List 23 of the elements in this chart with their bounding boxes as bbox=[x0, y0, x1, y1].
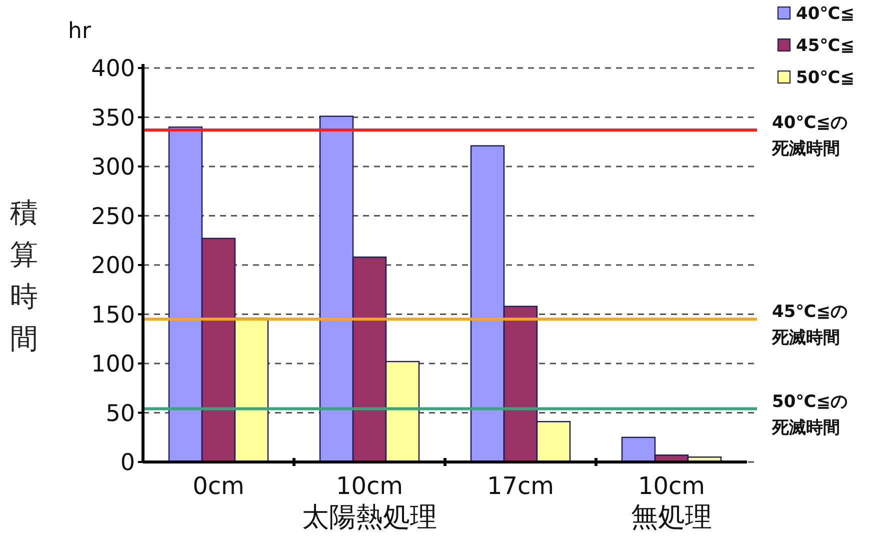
legend-label: 45℃≦ bbox=[796, 36, 854, 56]
y-axis-title: 積算時間 bbox=[10, 196, 38, 355]
legend-label: 50℃≦ bbox=[796, 68, 854, 88]
y-tick-label: 250 bbox=[91, 204, 135, 230]
y-tick-label: 0 bbox=[120, 450, 135, 476]
x-tick-label: 0cm bbox=[192, 472, 244, 500]
x-tick-label: 10cm bbox=[638, 472, 706, 500]
x-tick-label: 17cm bbox=[486, 472, 554, 500]
y-tick-label: 150 bbox=[91, 302, 135, 328]
text: 無処理 bbox=[631, 502, 712, 533]
y-tick-label: 300 bbox=[91, 154, 135, 180]
y-tick-label: 200 bbox=[91, 253, 135, 279]
x-tick-label: 10cm bbox=[336, 472, 404, 500]
text: hr bbox=[68, 19, 92, 44]
ref-line-label: 45℃≦の死滅時間 bbox=[771, 302, 848, 348]
text: 太陽熱処理 bbox=[302, 502, 437, 533]
y-tick-label: 100 bbox=[91, 352, 135, 378]
y-tick-label: 50 bbox=[106, 400, 135, 427]
ref-line-label: 40℃≦の死滅時間 bbox=[771, 113, 848, 160]
ref-line-label: 50℃≦の死滅時間 bbox=[771, 392, 848, 438]
y-tick-label: 350 bbox=[91, 105, 135, 132]
legend-label: 40℃≦ bbox=[796, 4, 854, 24]
y-tick-label: 400 bbox=[91, 56, 135, 82]
